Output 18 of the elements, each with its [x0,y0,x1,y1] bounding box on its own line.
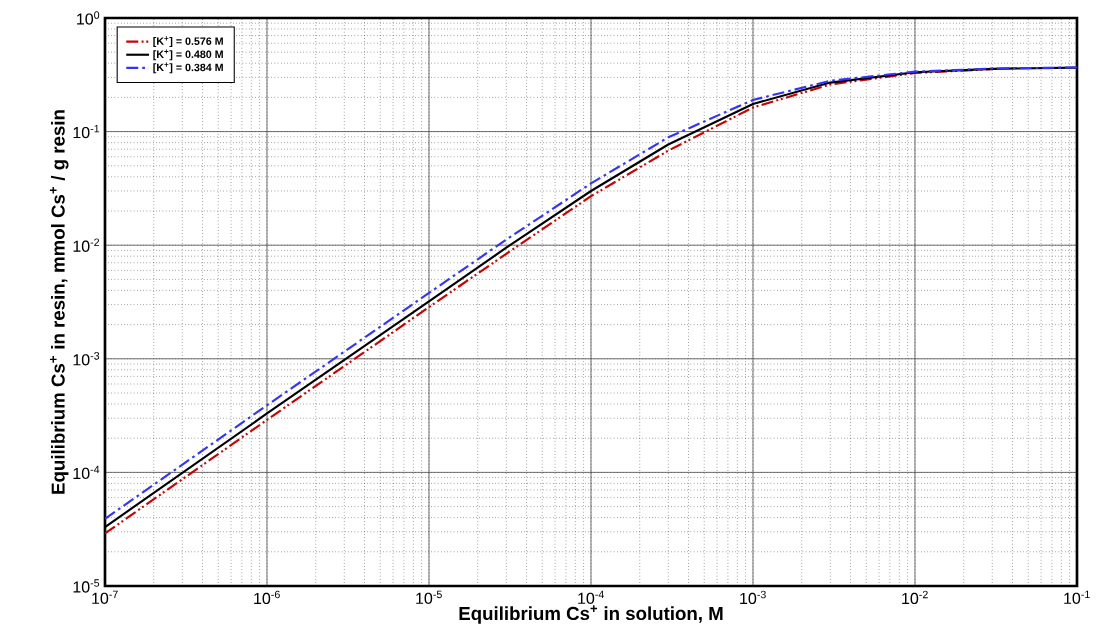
x-tick-label: 10$^{-2}$ [902,590,928,605]
y-tick-label: 10$^{-1}$ [73,124,100,139]
y-axis-title: Equilibrium Cs$^{+}$ in resin, mmol Cs$^{+}$ / g resin [49,110,69,494]
y-tick-label: 10$^{0}$ [77,11,100,25]
y-tick-label: 10$^{-2}$ [73,238,100,252]
y-tick-label: 10$^{-4}$ [73,465,100,480]
x-tick-label: 10$^{-4}$ [578,590,604,604]
y-tick-label: 10$^{-3}$ [73,352,100,366]
x-tick-label: 10$^{-6}$ [254,590,280,605]
legend-label: [K$^{+}$] = 0.480 M [153,49,223,61]
x-tick-label: 10$^{-1}$ [1064,590,1090,604]
x-tick-label: 10$^{-5}$ [416,590,442,604]
legend-label: [K$^{+}$] = 0.576 M [153,36,223,48]
y-tick-label: 10$^{-5}$ [73,579,100,593]
x-tick-label: 10$^{-3}$ [740,590,766,605]
legend-label: [K$^{+}$] = 0.384 M [153,62,223,74]
x-tick-label: 10$^{-7}$ [92,590,118,604]
x-axis-title: Equilibrium Cs$^{+}$ in solution, M [459,605,723,624]
